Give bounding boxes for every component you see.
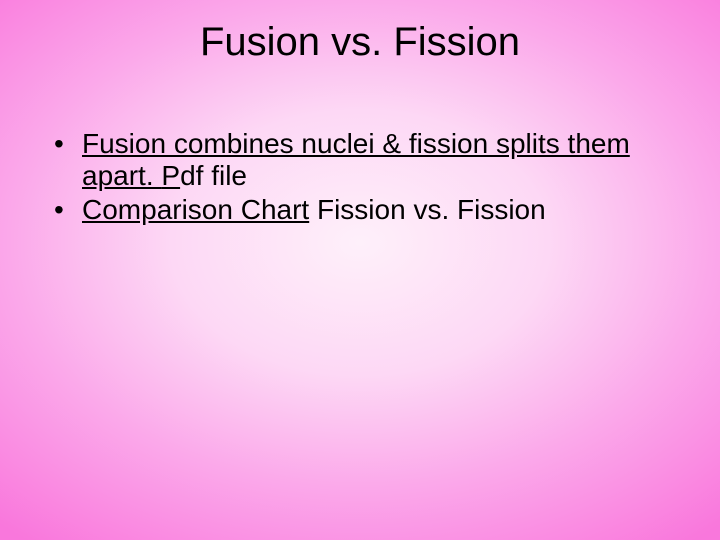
link-comparison-chart[interactable]: Comparison Chart <box>82 194 309 225</box>
slide-body: Fusion combines nuclei & fission splits … <box>54 128 666 229</box>
slide-title: Fusion vs. Fission <box>0 20 720 65</box>
slide: Fusion vs. Fission Fusion combines nucle… <box>0 0 720 540</box>
bullet-list: Fusion combines nuclei & fission splits … <box>54 128 666 227</box>
bullet-text: df file <box>180 160 247 191</box>
link-pdf-file[interactable]: P <box>161 160 180 191</box>
bullet-text: Fission vs. Fission <box>309 194 546 225</box>
list-item: Fusion combines nuclei & fission splits … <box>54 128 666 192</box>
list-item: Comparison Chart Fission vs. Fission <box>54 194 666 226</box>
